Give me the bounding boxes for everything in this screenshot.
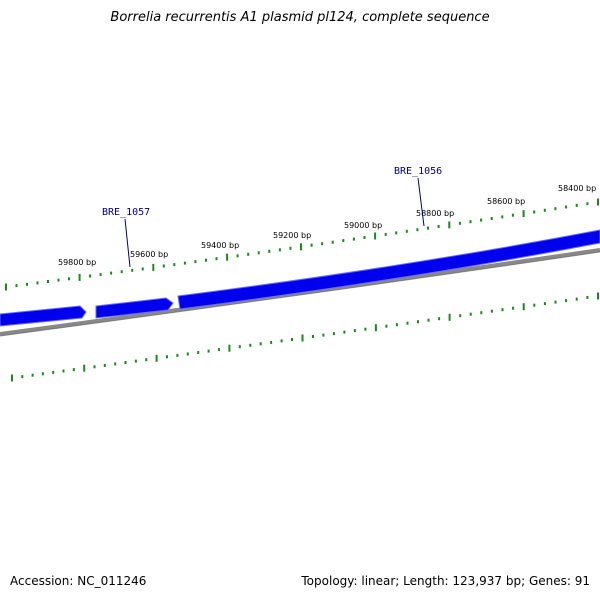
tick-label: 59800 bp — [58, 258, 96, 267]
sequence-summary: Topology: linear; Length: 123,937 bp; Ge… — [301, 574, 590, 588]
tick-label: 58600 bp — [487, 197, 525, 206]
gene-leader-line — [417, 177, 425, 227]
tick-label: 59600 bp — [130, 250, 168, 259]
upper-tick-row — [5, 198, 599, 291]
lower-tick-row — [11, 292, 599, 382]
gene-leader-line — [124, 218, 131, 268]
tick-label: 59000 bp — [344, 221, 382, 230]
gene-arrow[interactable] — [0, 305, 87, 327]
accession-label: Accession: NC_011246 — [10, 574, 147, 588]
tick-label: 59400 bp — [201, 241, 239, 250]
gene-track — [0, 229, 600, 327]
tick-label: 59200 bp — [273, 231, 311, 240]
tick-label: 58800 bp — [416, 209, 454, 218]
map-title: Borrelia recurrentis A1 plasmid pl124, c… — [110, 10, 490, 25]
gene-arrow[interactable] — [177, 229, 600, 310]
sequence-backbone-shadow — [0, 251, 600, 337]
gene-label-bre-1056[interactable]: BRE_1056 — [394, 166, 442, 177]
tick-label: 58400 bp — [558, 184, 596, 193]
gene-label-bre-1057[interactable]: BRE_1057 — [102, 207, 150, 218]
gene-arrow[interactable] — [95, 297, 174, 319]
